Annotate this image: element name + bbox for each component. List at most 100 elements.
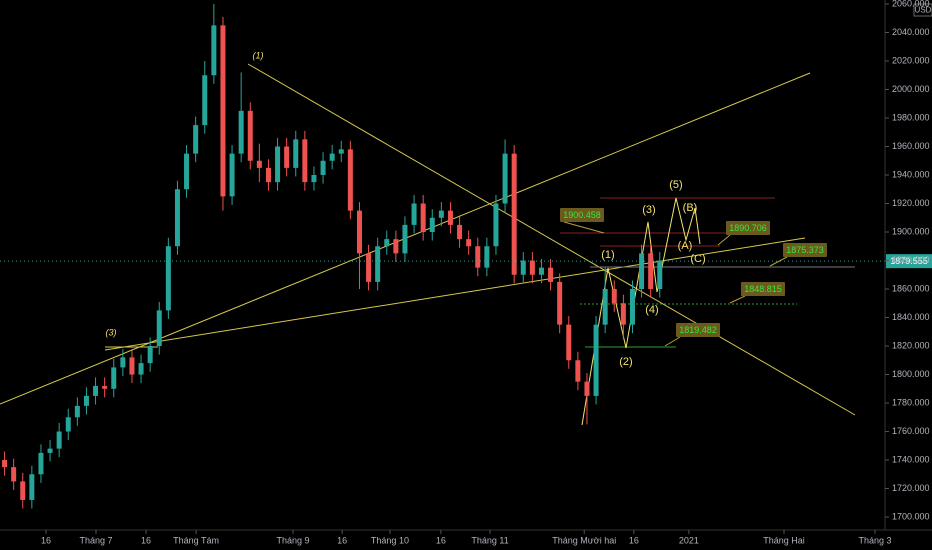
- price-box-label: 1900.458: [563, 210, 601, 220]
- wave-label: (4): [645, 304, 658, 316]
- y-tick-label: 1960.000: [892, 141, 930, 151]
- price-box: [741, 282, 785, 296]
- price-box: [783, 243, 827, 257]
- candle-body: [202, 75, 208, 126]
- candle-body: [102, 385, 108, 389]
- candle-body: [475, 246, 481, 268]
- price-box-leader: [769, 256, 788, 267]
- candle-body: [402, 224, 408, 254]
- candle-body: [65, 417, 71, 432]
- candle-body: [629, 289, 635, 325]
- candle-body: [366, 253, 372, 282]
- candle-body: [302, 139, 308, 183]
- candle-body: [2, 460, 8, 468]
- candle-body: [520, 260, 526, 275]
- candle-body: [83, 395, 89, 406]
- x-tick-label: 16: [41, 535, 51, 545]
- y-tick-label: 2040.000: [892, 27, 930, 37]
- y-tick-label: 1940.000: [892, 169, 930, 179]
- y-tick-label: 1800.000: [892, 369, 930, 379]
- price-box-leader: [563, 221, 605, 234]
- y-tick-label: 1820.000: [892, 340, 930, 350]
- y-tick-label: 2000.000: [892, 84, 930, 94]
- candle-body: [438, 210, 444, 218]
- candle-body: [29, 474, 35, 500]
- candle-body: [548, 267, 554, 282]
- wave-label: (C): [690, 253, 705, 265]
- price-box: [560, 208, 604, 222]
- trendline: [247, 63, 856, 416]
- candle-body: [566, 324, 572, 361]
- candle-body: [275, 146, 281, 183]
- candle-body: [74, 405, 80, 418]
- y-tick-label: 1700.000: [892, 511, 930, 521]
- price-tag-label: 1879.555: [890, 256, 928, 266]
- x-tick-label: Tháng 9: [277, 535, 310, 545]
- candle-body: [284, 146, 290, 168]
- y-tick-label: 1840.000: [892, 312, 930, 322]
- candle-body: [38, 452, 44, 475]
- y-tick-label: 1740.000: [892, 454, 930, 464]
- candle-body: [575, 360, 581, 382]
- candle-body: [493, 203, 499, 247]
- y-tick-label: 1980.000: [892, 112, 930, 122]
- candle-body: [584, 381, 590, 396]
- y-tick-label: 1900.000: [892, 226, 930, 236]
- candle-body: [602, 289, 608, 325]
- price-box-leader: [717, 234, 731, 246]
- candle-body: [538, 267, 544, 275]
- wave-label: (5): [669, 179, 682, 191]
- candle-body: [429, 217, 435, 233]
- price-box: [726, 221, 770, 235]
- candle-body: [648, 253, 654, 290]
- candle-body: [138, 363, 144, 375]
- x-tick-label: Tháng 11: [471, 535, 508, 545]
- candle-body: [356, 210, 362, 254]
- wave-label: (1): [253, 50, 264, 60]
- price-box: [676, 323, 720, 337]
- candle-body: [411, 203, 417, 225]
- candle-body: [211, 25, 217, 76]
- currency: USD: [915, 6, 932, 15]
- x-tick-label: 16: [141, 535, 151, 545]
- x-tick-label: Tháng 10: [371, 535, 409, 545]
- x-tick-label: Tháng 3: [858, 535, 891, 545]
- price-box-leader: [664, 336, 681, 347]
- price-box-label: 1848.815: [744, 284, 782, 294]
- candle-body: [311, 175, 317, 183]
- candles: [2, 3, 663, 509]
- candle-body: [657, 260, 663, 290]
- wave-label: (B): [683, 202, 698, 214]
- x-tick-label: 16: [629, 535, 639, 545]
- price-box-label: 1890.706: [729, 223, 767, 233]
- price-tag: [886, 254, 932, 269]
- y-tick-label: 2060.000: [892, 0, 930, 8]
- candle-body: [329, 153, 335, 161]
- candle-body: [220, 25, 226, 197]
- candle-body: [193, 125, 199, 154]
- currency-box[interactable]: [913, 3, 932, 17]
- price-box-label: 1819.482: [679, 325, 717, 335]
- candle-body: [529, 260, 535, 275]
- candle-body: [511, 153, 517, 275]
- candle-body: [256, 160, 262, 168]
- x-tick-label: Tháng Mười hai: [552, 535, 616, 545]
- candle-body: [11, 467, 17, 482]
- candle-body: [238, 110, 244, 154]
- y-tick-label: 1760.000: [892, 426, 930, 436]
- wave-label: (1): [601, 249, 614, 261]
- x-tick-label: 2021: [679, 535, 699, 545]
- candle-body: [639, 253, 645, 290]
- y-tick-label: 1780.000: [892, 397, 930, 407]
- candle-body: [620, 303, 626, 325]
- drawings: [0, 63, 856, 426]
- candle-body: [347, 149, 353, 211]
- trendline: [104, 237, 806, 351]
- wave-label: (2): [619, 356, 632, 368]
- candle-body: [375, 246, 381, 282]
- candle-body: [93, 385, 99, 396]
- candle-body: [338, 149, 344, 154]
- x-tick-label: 16: [337, 535, 347, 545]
- candle-body: [320, 160, 326, 176]
- candle-body: [129, 357, 135, 375]
